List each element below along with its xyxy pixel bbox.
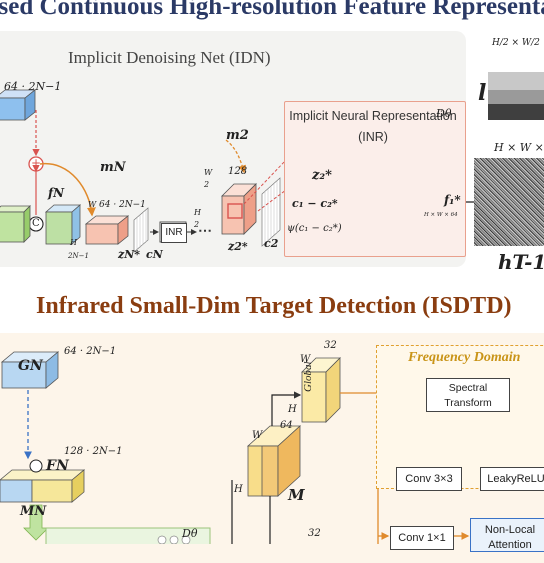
output-dims: H × W × 64	[424, 212, 458, 218]
isdtd-dim-64-m: 64	[280, 420, 293, 431]
inr-box	[284, 101, 466, 257]
isdtd-dim-128: 128 · 2N−1	[64, 446, 123, 457]
frequency-domain-box	[376, 345, 544, 489]
label-m2: m2	[226, 128, 249, 143]
idn-dim-pink: 64 · 2N−1	[99, 200, 146, 210]
isdtd-dim-W-m: W	[252, 430, 263, 441]
right-label-h: hT-1	[498, 250, 544, 274]
idn-cube-z2	[221, 183, 257, 235]
idn-grid-zn	[133, 207, 149, 253]
output-f1: f₁*	[444, 193, 461, 207]
noise-image	[474, 158, 544, 246]
green-down-arrow	[23, 504, 49, 541]
plus-sign: +	[31, 156, 42, 170]
label-m-n: MN	[20, 504, 47, 519]
isdtd-dim-32-g: 32	[324, 340, 337, 351]
idn-dim-top-left: 64 · 2N−1	[4, 80, 62, 93]
isdtd-dim-64: 64 · 2N−1	[64, 346, 117, 357]
input-c1-c2: c₁ − c₂*	[292, 197, 338, 210]
idn-dim-W-left: W	[88, 200, 97, 209]
isdtd-dim-H-m: H	[234, 484, 243, 495]
input-z2: z₂*	[312, 168, 332, 183]
top-section-title: ased Continuous High-resolution Feature …	[0, 0, 544, 20]
d-theta-label: Dθ	[436, 107, 452, 120]
isdtd-cube-global	[301, 357, 341, 423]
frequency-domain-title: Frequency Domain	[408, 350, 521, 365]
conv3-box: Conv 3×3	[396, 467, 462, 491]
idn-cube-fn	[44, 204, 82, 245]
isdtd-dim-W-g: W	[300, 354, 311, 365]
label-z2: z2*	[228, 240, 248, 253]
nonlocal-box: Non-Local Attention	[470, 518, 544, 552]
idn-grid-c2	[261, 177, 281, 247]
isdtd-cube-m	[246, 425, 302, 497]
inr-title: Implicit Neural Representation (INR)	[289, 109, 457, 144]
idn-cube-top-left	[0, 89, 37, 121]
label-mn: mN	[100, 160, 126, 175]
label-zn: zN*	[118, 248, 141, 261]
global-label: Global	[302, 361, 314, 392]
idn-pink-slab	[84, 215, 130, 245]
m2-arrow	[225, 139, 246, 174]
idn-cube-green-left	[0, 205, 31, 243]
idn-dim-H-left: H	[70, 238, 77, 247]
svg-text:⋯: ⋯	[198, 223, 212, 239]
isdtd-cube-f	[0, 469, 86, 503]
label-g: GN	[18, 358, 43, 374]
right-dims-top: H/2 × W/2 × 3	[492, 38, 544, 48]
right-dims-mid: H × W ×	[494, 141, 544, 154]
label-c2: c2	[264, 237, 279, 250]
idn-dim-W2: W	[204, 168, 213, 177]
spectral-transform-box: Spectral Transform	[426, 378, 510, 412]
right-image-l	[488, 72, 544, 120]
idn-dim-2n1: 2N−1	[68, 252, 89, 260]
idn-dim-H2: H	[194, 208, 201, 217]
input-psi: ψ(c₁ − c₂*)	[287, 223, 342, 234]
bottom-section-title: Infrared Small-Dim Target Detection (ISD…	[36, 293, 512, 319]
label-fn: fN	[48, 186, 65, 200]
label-cn: cN	[146, 248, 163, 261]
inr-small-box: INR	[161, 223, 187, 243]
label-f: FN	[46, 458, 69, 474]
leaky-box: LeakyReLU	[480, 467, 544, 491]
concat-sign: C	[32, 218, 40, 229]
isdtd-dim-H-g: H	[288, 404, 297, 415]
isdtd-bottom-32: 32	[308, 528, 321, 539]
isdtd-cube-g	[0, 351, 60, 389]
label-m-big: M	[288, 486, 305, 504]
conv1-box: Conv 1×1	[390, 526, 454, 550]
right-label-l: l	[478, 80, 487, 106]
idn-dim-128: 128	[228, 166, 248, 177]
idn-dim-2-side: 2	[194, 220, 200, 229]
isdtd-bottom-dtheta: Dθ	[182, 527, 198, 540]
idn-dim-2-top: 2	[204, 180, 210, 189]
mn-curved-arrow	[39, 163, 96, 217]
idn-title: Implicit Denoising Net (IDN)	[68, 48, 271, 67]
